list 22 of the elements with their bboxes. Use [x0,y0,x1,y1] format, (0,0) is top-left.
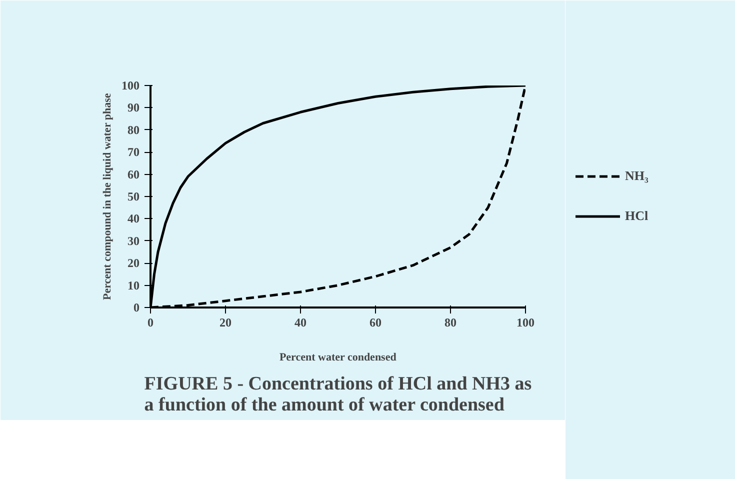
x-tick-label: 20 [220,316,232,330]
y-tick-label: 90 [128,100,140,115]
y-tick-label: 80 [128,122,140,137]
x-tick-label: 0 [148,316,154,330]
text: FIGURE 5 - Concentrations of HCl and NH3 as a function of the amount of water condensed [144,374,532,416]
y-tick-label: 20 [128,256,140,270]
x-tick-label: 60 [370,316,382,330]
legend-label: NH₃ [625,168,648,184]
y-tick-label: 50 [128,190,140,204]
y-tick-label: 30 [128,234,140,248]
y-tick-label: 100 [122,78,140,92]
y-tick-label: 70 [128,145,140,160]
x-tick-label: 40 [294,316,306,330]
x-axis-title: Percent water condensed [279,352,396,364]
y-tick-label: 60 [128,167,140,182]
y-tick-label: 10 [128,278,140,292]
y-tick-label: 40 [128,212,140,226]
y-axis-title: Percent compound in the liquid water phase [102,93,114,300]
x-tick-label: 80 [444,316,456,330]
y-tick-label: 0 [134,300,140,314]
x-tick-label: 100 [516,316,534,330]
legend-label: HCl [625,208,648,224]
